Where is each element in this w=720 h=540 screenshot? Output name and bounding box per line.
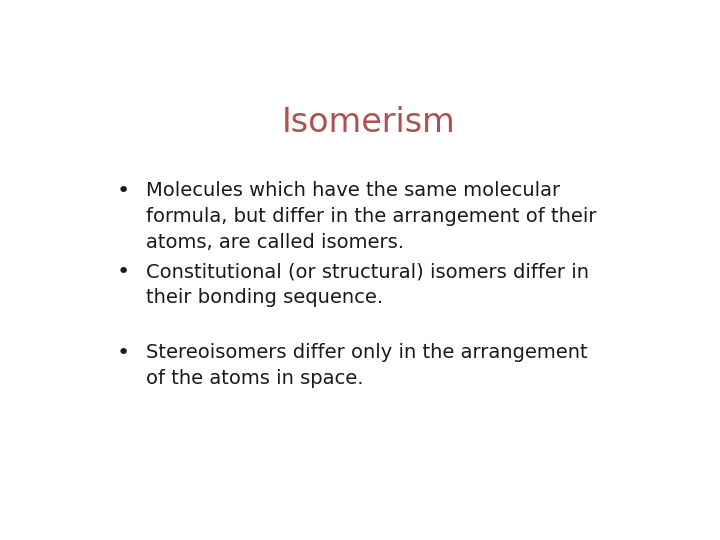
Text: •: • [117, 262, 130, 282]
Text: •: • [117, 343, 130, 363]
Text: Molecules which have the same molecular
formula, but differ in the arrangement o: Molecules which have the same molecular … [145, 181, 596, 252]
Text: Constitutional (or structural) isomers differ in
their bonding sequence.: Constitutional (or structural) isomers d… [145, 262, 589, 307]
Text: •: • [117, 181, 130, 201]
Text: Stereoisomers differ only in the arrangement
of the atoms in space.: Stereoisomers differ only in the arrange… [145, 343, 588, 388]
Text: Isomerism: Isomerism [282, 106, 456, 139]
